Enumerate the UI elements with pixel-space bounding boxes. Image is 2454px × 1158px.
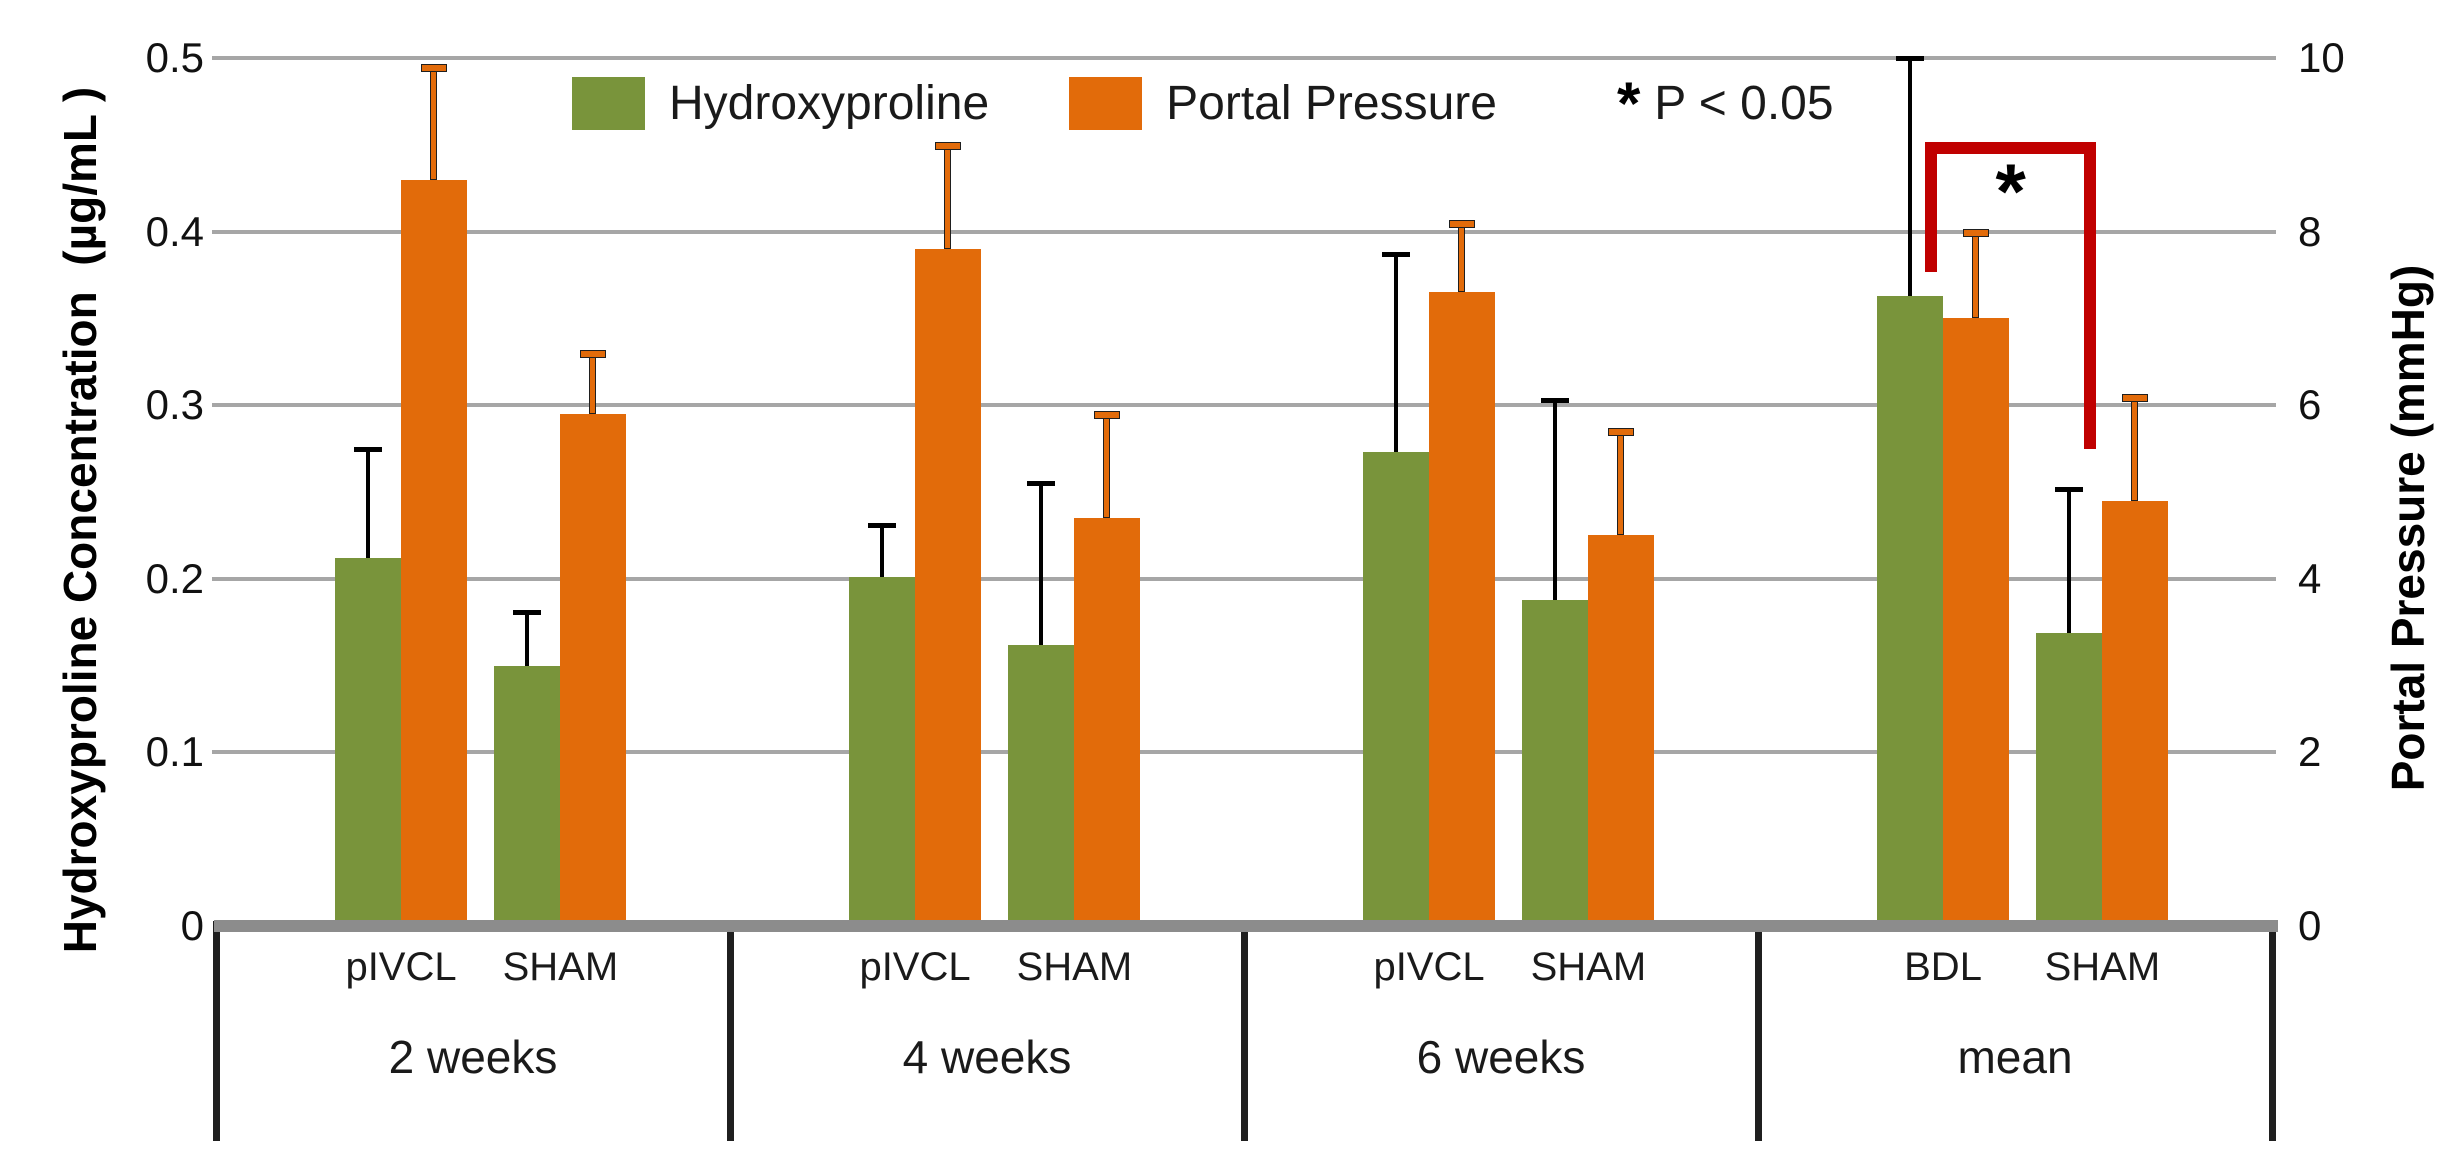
left-axis-tick-label: 0.5	[145, 34, 204, 81]
error-bar-portal-pressure	[1458, 222, 1466, 293]
error-bar-cap-portal-pressure	[1608, 428, 1635, 437]
gridline	[212, 229, 2276, 234]
legend-label-hydroxyproline: Hydroxyproline	[669, 77, 990, 130]
significance-bracket-horizontal	[1925, 142, 2097, 154]
error-bar-hydroxyproline	[1553, 399, 1558, 600]
bar-hydroxyproline	[1363, 452, 1430, 926]
bar-portal-pressure	[2102, 500, 2169, 926]
legend-item-hydroxyproline: Hydroxyproline	[572, 76, 989, 131]
error-bar-hydroxyproline	[1394, 254, 1399, 453]
bar-portal-pressure	[915, 248, 982, 926]
right-axis-tick-label: 0	[2298, 902, 2322, 949]
error-bar-cap-portal-pressure	[2122, 393, 2149, 402]
error-bar-cap-hydroxyproline	[868, 522, 897, 528]
right-axis-title: Portal Pressure (mmHg)	[2382, 264, 2434, 792]
error-bar-cap-portal-pressure	[1963, 228, 1990, 237]
error-bar-cap-hydroxyproline	[1541, 397, 1570, 403]
group-divider	[2269, 921, 2276, 1141]
group-divider	[1241, 921, 1248, 1141]
error-bar-hydroxyproline	[366, 448, 371, 558]
condition-label: pIVCL	[345, 945, 457, 989]
bar-hydroxyproline	[849, 577, 916, 926]
right-axis-tick-label: 4	[2298, 554, 2322, 602]
bar-hydroxyproline	[1877, 295, 1944, 926]
bar-hydroxyproline	[1008, 644, 1075, 926]
right-axis-tick-label: 10	[2298, 34, 2345, 81]
error-bar-hydroxyproline	[880, 524, 885, 578]
condition-label: SHAM	[2044, 945, 2161, 989]
error-bar-hydroxyproline	[525, 611, 530, 666]
chart-legend: Hydroxyproline Portal Pressure * P < 0.0…	[572, 70, 1834, 137]
error-bar-cap-hydroxyproline	[1382, 252, 1411, 258]
bar-portal-pressure	[1074, 518, 1141, 926]
legend-item-portal-pressure: Portal Pressure	[1069, 76, 1497, 131]
significance-note: * P < 0.05	[1616, 70, 1834, 137]
bar-portal-pressure	[560, 413, 627, 926]
significance-bracket-right	[2084, 142, 2097, 449]
right-axis-tick-label: 6	[2298, 381, 2322, 429]
error-bar-cap-portal-pressure	[421, 63, 448, 72]
bar-portal-pressure	[401, 179, 468, 926]
error-bar-portal-pressure	[944, 144, 952, 249]
bar-portal-pressure	[1943, 318, 2010, 926]
error-bar-cap-portal-pressure	[1094, 410, 1121, 419]
gridline	[212, 403, 2276, 408]
error-bar-cap-hydroxyproline	[1896, 56, 1925, 61]
condition-label: pIVCL	[859, 945, 971, 989]
bar-portal-pressure	[1588, 535, 1655, 926]
gridline	[212, 576, 2276, 581]
error-bar-cap-portal-pressure	[580, 350, 607, 359]
condition-label: pIVCL	[1373, 945, 1485, 989]
left-axis-tick-label: 0.1	[145, 728, 204, 776]
condition-label: BDL	[1904, 945, 1982, 989]
group-label: 4 weeks	[902, 1031, 1072, 1083]
error-bar-portal-pressure	[1972, 231, 1980, 319]
significance-bracket-left	[1925, 142, 1938, 272]
group-label: 2 weeks	[388, 1031, 558, 1083]
gridline	[212, 56, 2276, 60]
gridline	[212, 750, 2276, 755]
group-label: mean	[1957, 1031, 2073, 1083]
group-divider	[1755, 921, 1762, 1141]
group-divider	[727, 921, 734, 1141]
bar-hydroxyproline	[494, 665, 561, 926]
right-axis-tick-label: 2	[2298, 728, 2322, 776]
error-bar-cap-hydroxyproline	[354, 446, 383, 452]
error-bar-cap-hydroxyproline	[513, 609, 542, 615]
error-bar-hydroxyproline	[1039, 483, 1044, 645]
asterisk-icon: *	[1616, 70, 1641, 137]
significance-note-text: P < 0.05	[1654, 77, 1834, 130]
error-bar-hydroxyproline	[2067, 488, 2072, 633]
bar-hydroxyproline	[1522, 599, 1589, 926]
legend-label-portal-pressure: Portal Pressure	[1166, 77, 1497, 130]
group-divider	[213, 921, 220, 1141]
bar-hydroxyproline	[2036, 632, 2103, 926]
significance-asterisk: *	[1995, 147, 2026, 235]
right-axis-tick-label: 8	[2298, 207, 2322, 255]
legend-swatch-hydroxyproline	[572, 77, 645, 130]
error-bar-portal-pressure	[589, 353, 597, 414]
error-bar-portal-pressure	[1617, 431, 1625, 536]
left-axis-tick-label: 0	[180, 902, 204, 949]
error-bar-portal-pressure	[430, 66, 438, 180]
error-bar-portal-pressure	[1103, 413, 1111, 519]
left-axis-tick-label: 0.3	[145, 381, 204, 429]
error-bar-portal-pressure	[2131, 396, 2139, 501]
condition-label: SHAM	[1016, 945, 1133, 989]
error-bar-cap-hydroxyproline	[2055, 486, 2084, 492]
condition-label: SHAM	[1530, 945, 1647, 989]
x-axis-bar	[214, 920, 2278, 932]
group-label: 6 weeks	[1416, 1031, 1586, 1083]
left-axis-tick-label: 0.2	[145, 554, 204, 602]
error-bar-cap-portal-pressure	[1449, 219, 1476, 228]
error-bar-hydroxyproline	[1908, 58, 1913, 296]
left-axis-tick-label: 0.4	[145, 207, 204, 255]
condition-label: SHAM	[502, 945, 619, 989]
error-bar-cap-portal-pressure	[935, 141, 962, 150]
legend-swatch-portal-pressure	[1069, 77, 1143, 130]
bar-hydroxyproline	[335, 557, 402, 926]
error-bar-cap-hydroxyproline	[1027, 481, 1056, 487]
bar-portal-pressure	[1429, 292, 1496, 926]
